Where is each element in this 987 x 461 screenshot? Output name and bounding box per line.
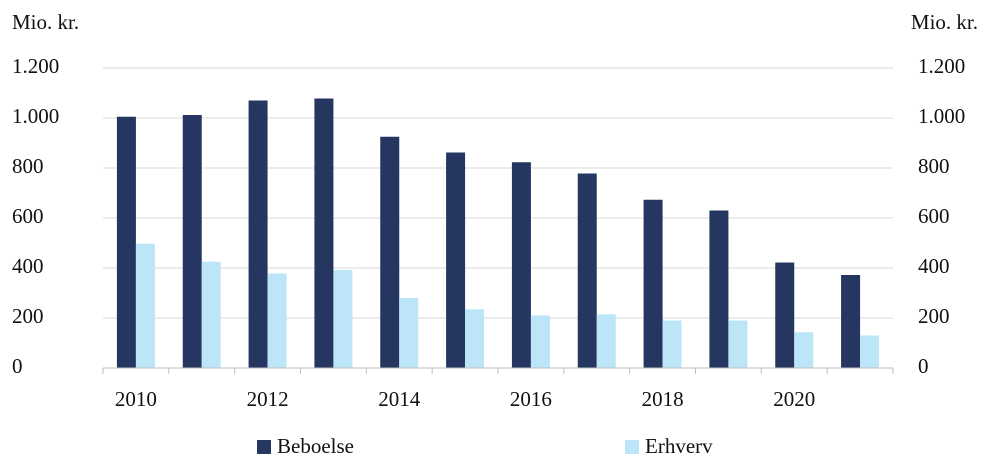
- y-tick-label: 400: [12, 254, 44, 278]
- y-tick-label: 1.200: [12, 54, 59, 78]
- x-tick-label: 2014: [378, 387, 421, 411]
- bar: [314, 98, 334, 368]
- y-axis-label: Mio. kr.: [12, 10, 79, 34]
- y2-tick-label: 400: [918, 254, 950, 278]
- bar: [399, 298, 419, 368]
- y-tick-label: 600: [12, 204, 44, 228]
- legend-label: Beboelse: [277, 434, 354, 458]
- y2-axis-label: Mio. kr.: [911, 10, 978, 34]
- y2-tick-label: 0: [918, 354, 929, 378]
- bar: [860, 335, 880, 368]
- bar: [201, 261, 221, 368]
- y2-tick-label: 1.200: [918, 54, 965, 78]
- bar: [709, 210, 729, 368]
- bar: [333, 270, 353, 368]
- y-tick-label: 800: [12, 154, 44, 178]
- bar: [511, 162, 531, 368]
- bar: [267, 273, 287, 368]
- legend-swatch: [257, 440, 271, 454]
- bar: [135, 243, 155, 368]
- y2-tick-label: 800: [918, 154, 950, 178]
- bar: [841, 275, 861, 368]
- y-tick-label: 0: [12, 354, 23, 378]
- bar: [775, 262, 795, 368]
- bar: [182, 115, 202, 368]
- bar: [643, 199, 663, 368]
- x-tick-label: 2012: [247, 387, 289, 411]
- y2-tick-label: 600: [918, 204, 950, 228]
- bar: [248, 100, 268, 368]
- x-tick-label: 2010: [115, 387, 157, 411]
- legend-swatch: [625, 440, 639, 454]
- x-tick-label: 2016: [510, 387, 552, 411]
- bar: [446, 152, 466, 368]
- bar: [116, 116, 136, 368]
- bar: [596, 314, 616, 368]
- y2-tick-label: 1.000: [918, 104, 965, 128]
- bar: [728, 320, 748, 368]
- y-tick-label: 1.000: [12, 104, 59, 128]
- bar: [380, 136, 400, 368]
- bar: [530, 315, 550, 368]
- legend-label: Erhverv: [645, 434, 713, 458]
- bar: [794, 332, 814, 368]
- bar: [465, 309, 485, 368]
- bar: [662, 320, 682, 368]
- x-tick-label: 2020: [773, 387, 815, 411]
- x-tick-label: 2018: [642, 387, 684, 411]
- y-tick-label: 200: [12, 304, 44, 328]
- bar: [577, 173, 597, 368]
- y2-tick-label: 200: [918, 304, 950, 328]
